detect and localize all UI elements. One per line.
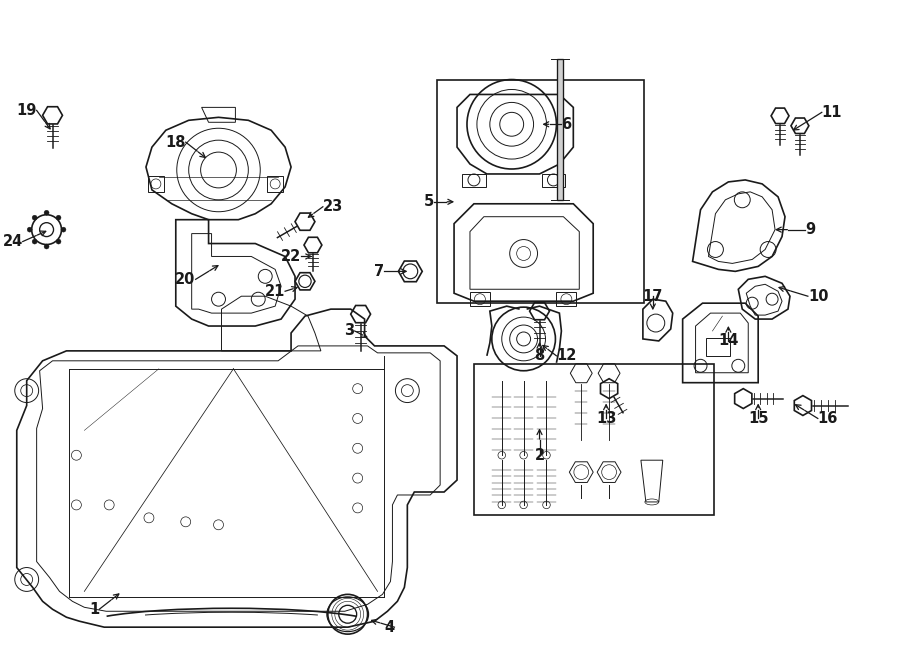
Text: 6: 6	[562, 117, 572, 132]
Bar	[148, 176, 164, 192]
Text: 16: 16	[818, 411, 838, 426]
Text: 19: 19	[16, 103, 37, 118]
Text: 1: 1	[89, 602, 99, 617]
Circle shape	[32, 215, 37, 220]
Text: 3: 3	[345, 323, 355, 338]
Text: 22: 22	[281, 249, 301, 264]
Text: 10: 10	[808, 289, 828, 303]
Bar	[474, 364, 715, 515]
Circle shape	[32, 239, 37, 244]
Text: 24: 24	[3, 234, 22, 249]
Text: 15: 15	[748, 411, 769, 426]
Bar	[267, 176, 284, 192]
Circle shape	[44, 244, 50, 249]
Circle shape	[56, 215, 61, 220]
Circle shape	[44, 210, 50, 215]
Text: 7: 7	[374, 264, 384, 279]
Text: 17: 17	[643, 289, 663, 303]
Text: 5: 5	[424, 194, 434, 210]
Circle shape	[56, 239, 61, 244]
Text: 2: 2	[535, 447, 544, 463]
Text: 8: 8	[535, 348, 544, 364]
Text: 4: 4	[384, 619, 394, 635]
Text: 14: 14	[718, 333, 739, 348]
Text: 21: 21	[265, 284, 285, 299]
Text: 20: 20	[176, 272, 195, 287]
Bar	[706, 338, 730, 356]
Bar	[557, 59, 562, 200]
Text: 18: 18	[166, 135, 185, 149]
Circle shape	[27, 227, 32, 232]
Circle shape	[61, 227, 66, 232]
Text: 12: 12	[556, 348, 577, 364]
Text: 11: 11	[822, 105, 842, 120]
Bar	[556, 292, 576, 306]
Text: 13: 13	[596, 411, 617, 426]
Bar	[470, 292, 490, 306]
Bar	[437, 79, 644, 303]
Text: 9: 9	[805, 222, 815, 237]
Text: 23: 23	[323, 199, 343, 214]
